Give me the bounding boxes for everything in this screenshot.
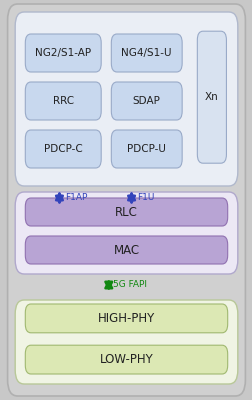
Text: F1U: F1U	[137, 194, 154, 202]
FancyBboxPatch shape	[25, 130, 101, 168]
FancyBboxPatch shape	[8, 4, 244, 396]
Text: Xn: Xn	[204, 92, 218, 102]
Text: 5G FAPI: 5G FAPI	[113, 280, 147, 289]
FancyBboxPatch shape	[25, 198, 227, 226]
FancyBboxPatch shape	[15, 300, 237, 384]
FancyBboxPatch shape	[15, 12, 237, 186]
FancyBboxPatch shape	[25, 236, 227, 264]
Text: HIGH-PHY: HIGH-PHY	[98, 312, 154, 325]
FancyBboxPatch shape	[25, 345, 227, 374]
FancyBboxPatch shape	[25, 304, 227, 333]
FancyBboxPatch shape	[15, 192, 237, 274]
FancyBboxPatch shape	[111, 130, 181, 168]
FancyBboxPatch shape	[25, 34, 101, 72]
FancyBboxPatch shape	[111, 82, 181, 120]
Text: RRC: RRC	[52, 96, 74, 106]
FancyBboxPatch shape	[197, 31, 226, 163]
Text: PDCP-C: PDCP-C	[44, 144, 82, 154]
Text: SDAP: SDAP	[132, 96, 160, 106]
Text: MAC: MAC	[113, 244, 139, 256]
FancyBboxPatch shape	[111, 34, 181, 72]
Text: NG4/S1-U: NG4/S1-U	[121, 48, 171, 58]
Text: LOW-PHY: LOW-PHY	[99, 353, 153, 366]
Text: RLC: RLC	[115, 206, 137, 218]
Text: F1AP: F1AP	[65, 194, 87, 202]
Text: PDCP-U: PDCP-U	[127, 144, 166, 154]
Text: NG2/S1-AP: NG2/S1-AP	[35, 48, 91, 58]
FancyBboxPatch shape	[25, 82, 101, 120]
